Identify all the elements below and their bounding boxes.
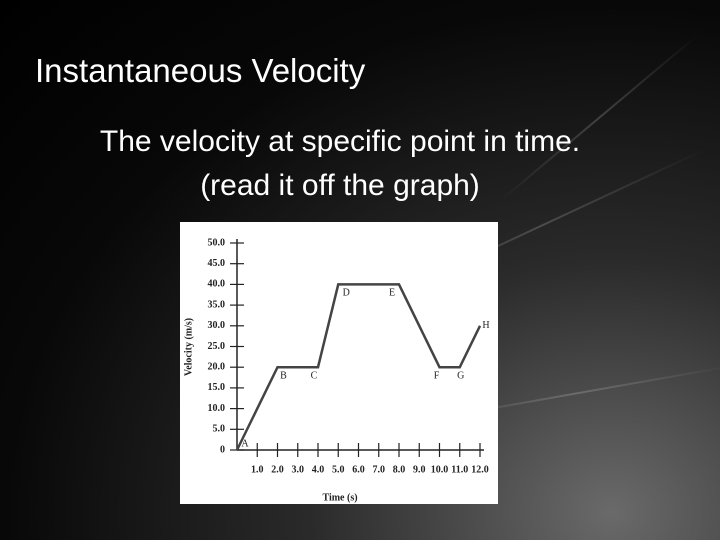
point-label: H <box>482 320 489 331</box>
data-line <box>235 283 482 451</box>
y-tick-label: 45.0 <box>208 258 226 269</box>
x-axis-label: Time (s) <box>322 492 357 503</box>
chart: Time (s) Velocity (m/s) 0 5.0 10.0 15.0 20.0… <box>180 222 498 504</box>
x-tick-label: 1.0 <box>251 464 264 475</box>
x-tick-label: 10.0 <box>431 464 449 475</box>
subtitle-line: The velocity at specific point in time. <box>99 125 581 158</box>
y-tick-label: 5.0 <box>213 424 226 435</box>
x-tick-label: 11.0 <box>451 464 468 475</box>
y-tick-label: 35.0 <box>208 299 226 310</box>
point-label: C <box>311 370 318 381</box>
point-label: E <box>389 288 395 299</box>
y-tick-label: 15.0 <box>208 382 226 393</box>
x-tick-label: 8.0 <box>393 464 406 475</box>
y-tick-label: 30.0 <box>208 320 226 331</box>
slide-title: Instantaneous Velocity <box>35 52 366 89</box>
x-tick-label: 5.0 <box>332 464 345 475</box>
x-tick-label: 4.0 <box>312 464 325 475</box>
y-tick-label: 10.0 <box>208 403 226 414</box>
y-tick-label: 50.0 <box>208 237 226 248</box>
chart-background <box>180 222 498 504</box>
x-tick-label: 12.0 <box>471 464 489 475</box>
y-tick-label: 25.0 <box>208 341 226 352</box>
x-tick-label: 3.0 <box>292 464 305 475</box>
point-label: A <box>241 438 249 449</box>
y-tick-label: 40.0 <box>208 279 226 290</box>
point-label: F <box>434 370 440 381</box>
y-tick-label: 20.0 <box>208 361 226 372</box>
x-tick-label: 2.0 <box>271 464 284 475</box>
point-label: D <box>343 288 350 299</box>
y-tick-label: 0 <box>220 444 225 455</box>
subtitle-line: (read it off the graph) <box>200 169 480 202</box>
point-label: G <box>457 370 464 381</box>
y-axis-label: Velocity (m/s) <box>183 318 194 376</box>
point-label: B <box>280 370 287 381</box>
x-tick-label: 7.0 <box>373 464 386 475</box>
x-tick-label: 9.0 <box>413 464 426 475</box>
subtitle: The velocity at specific point in time. … <box>0 120 680 208</box>
x-tick-label: 6.0 <box>352 464 365 475</box>
